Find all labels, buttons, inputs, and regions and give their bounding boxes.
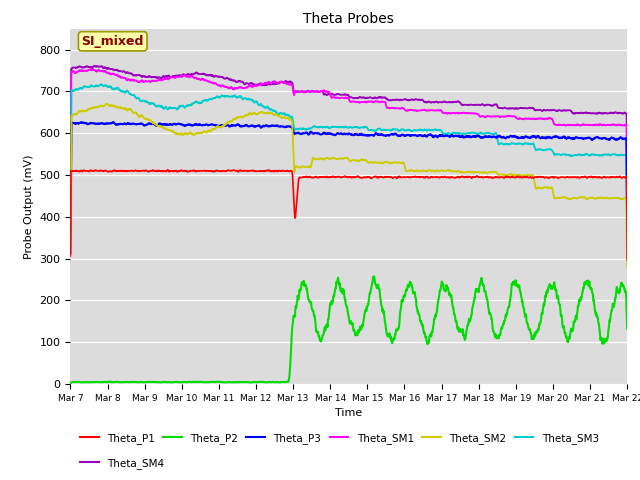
Theta_P3 [623, 228, 631, 234]
Theta_P1 [164, 167, 172, 173]
Theta_SM1 [623, 209, 631, 215]
Theta_SM3 [505, 142, 513, 147]
Theta_SM2 [67, 247, 74, 253]
Theta_SM4 [505, 106, 513, 111]
Theta_P3 [607, 135, 615, 141]
Theta_P1 [623, 257, 631, 263]
Y-axis label: Probe Output (mV): Probe Output (mV) [24, 154, 34, 259]
X-axis label: Time: Time [335, 408, 362, 418]
Theta_SM4 [95, 64, 103, 70]
Theta_P2 [607, 309, 615, 314]
Theta_SM4 [91, 63, 99, 69]
Title: Theta Probes: Theta Probes [303, 12, 394, 26]
Theta_SM1 [67, 226, 74, 231]
Theta_SM2 [505, 171, 513, 177]
Theta_SM3 [623, 238, 631, 243]
Theta_SM2 [607, 195, 615, 201]
Theta_SM2 [323, 155, 330, 161]
Line: Theta_SM1: Theta_SM1 [70, 69, 627, 228]
Theta_SM3 [607, 152, 615, 158]
Theta_SM1 [323, 89, 330, 95]
Theta_P1 [337, 175, 345, 180]
Theta_P3 [95, 121, 102, 127]
Theta_SM4 [623, 201, 631, 206]
Theta_SM1 [88, 66, 96, 72]
Theta_P2 [67, 380, 74, 386]
Theta_SM2 [337, 156, 345, 161]
Line: Theta_SM2: Theta_SM2 [70, 104, 627, 267]
Theta_SM2 [607, 195, 615, 201]
Line: Theta_P2: Theta_P2 [70, 276, 627, 383]
Theta_P3 [505, 134, 513, 140]
Line: Theta_P3: Theta_P3 [70, 122, 627, 253]
Theta_P2 [95, 379, 102, 385]
Theta_SM1 [95, 67, 103, 73]
Theta_P3 [109, 119, 117, 125]
Theta_SM4 [323, 92, 330, 98]
Theta_SM1 [337, 95, 345, 101]
Theta_P1 [607, 174, 615, 180]
Theta_SM3 [337, 124, 345, 130]
Theta_SM1 [505, 113, 513, 119]
Theta_SM2 [623, 264, 631, 270]
Theta_P2 [607, 311, 615, 316]
Theta_SM3 [67, 234, 74, 240]
Theta_P1 [67, 253, 74, 259]
Theta_P2 [370, 274, 378, 279]
Theta_P2 [323, 324, 330, 329]
Theta_P1 [95, 168, 102, 174]
Theta_SM2 [102, 101, 110, 107]
Theta_SM4 [607, 110, 615, 116]
Theta_P1 [323, 174, 330, 180]
Theta_P3 [323, 131, 330, 137]
Theta_SM2 [95, 104, 102, 109]
Theta_SM1 [607, 122, 615, 128]
Theta_P2 [505, 304, 513, 310]
Theta_P1 [505, 174, 513, 180]
Theta_SM4 [67, 223, 74, 229]
Line: Theta_SM4: Theta_SM4 [70, 66, 627, 226]
Theta_SM4 [607, 110, 615, 116]
Legend: Theta_SM4: Theta_SM4 [76, 454, 168, 473]
Theta_SM1 [607, 122, 615, 128]
Theta_P3 [67, 250, 74, 256]
Theta_P2 [623, 326, 631, 332]
Theta_SM4 [337, 92, 345, 97]
Theta_SM3 [95, 83, 102, 89]
Theta_P3 [337, 131, 345, 136]
Theta_P3 [607, 135, 615, 141]
Theta_SM3 [323, 124, 330, 130]
Line: Theta_P1: Theta_P1 [70, 170, 627, 260]
Theta_P2 [337, 288, 345, 293]
Theta_P1 [607, 174, 615, 180]
Theta_SM3 [97, 81, 105, 87]
Text: SI_mixed: SI_mixed [81, 35, 144, 48]
Theta_SM3 [607, 152, 615, 157]
Line: Theta_SM3: Theta_SM3 [70, 84, 627, 240]
